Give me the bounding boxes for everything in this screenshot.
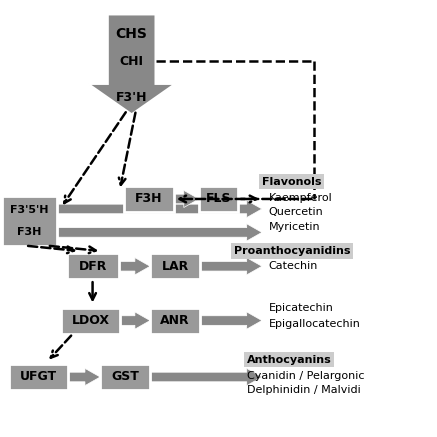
Polygon shape [88,14,175,114]
Text: Myricetin: Myricetin [268,222,320,232]
Polygon shape [118,258,150,275]
Polygon shape [200,312,262,329]
FancyBboxPatch shape [124,186,174,212]
FancyBboxPatch shape [150,308,200,333]
Text: LDOX: LDOX [71,314,109,327]
Text: Epicatechin: Epicatechin [268,303,333,313]
Text: DFR: DFR [78,260,107,273]
Polygon shape [68,368,100,385]
FancyBboxPatch shape [66,253,118,279]
Text: Epigallocatechin: Epigallocatechin [268,319,361,329]
Text: F3'5'H: F3'5'H [10,205,49,215]
Polygon shape [174,191,199,208]
Text: F3H: F3H [17,226,42,236]
Text: Delphinidin / Malvidi: Delphinidin / Malvidi [247,385,361,395]
Text: Anthocyanins: Anthocyanins [247,354,332,364]
FancyBboxPatch shape [3,196,57,246]
Polygon shape [150,368,262,385]
Text: CHI: CHI [120,55,144,68]
Text: Flavonols: Flavonols [262,177,322,187]
Polygon shape [57,200,262,218]
Text: GST: GST [111,371,139,384]
Text: Quercetin: Quercetin [268,208,323,218]
Polygon shape [200,258,262,275]
Text: F3H: F3H [135,192,163,205]
Text: Catechin: Catechin [268,261,318,271]
Text: ANR: ANR [160,314,190,327]
Text: FLS: FLS [206,192,231,205]
FancyBboxPatch shape [9,364,68,390]
FancyBboxPatch shape [61,308,120,333]
Polygon shape [57,224,262,241]
Text: UFGT: UFGT [20,371,57,384]
Text: Cyanidin / Pelargonic: Cyanidin / Pelargonic [247,371,364,381]
FancyBboxPatch shape [150,253,200,279]
Text: CHS: CHS [116,27,148,41]
FancyBboxPatch shape [100,364,150,390]
FancyBboxPatch shape [199,186,238,212]
Text: Kaempferol: Kaempferol [268,193,332,203]
Text: Proanthocyanidins: Proanthocyanidins [234,246,350,256]
Polygon shape [120,312,150,329]
Text: LAR: LAR [161,260,189,273]
Text: F3'H: F3'H [116,91,147,104]
